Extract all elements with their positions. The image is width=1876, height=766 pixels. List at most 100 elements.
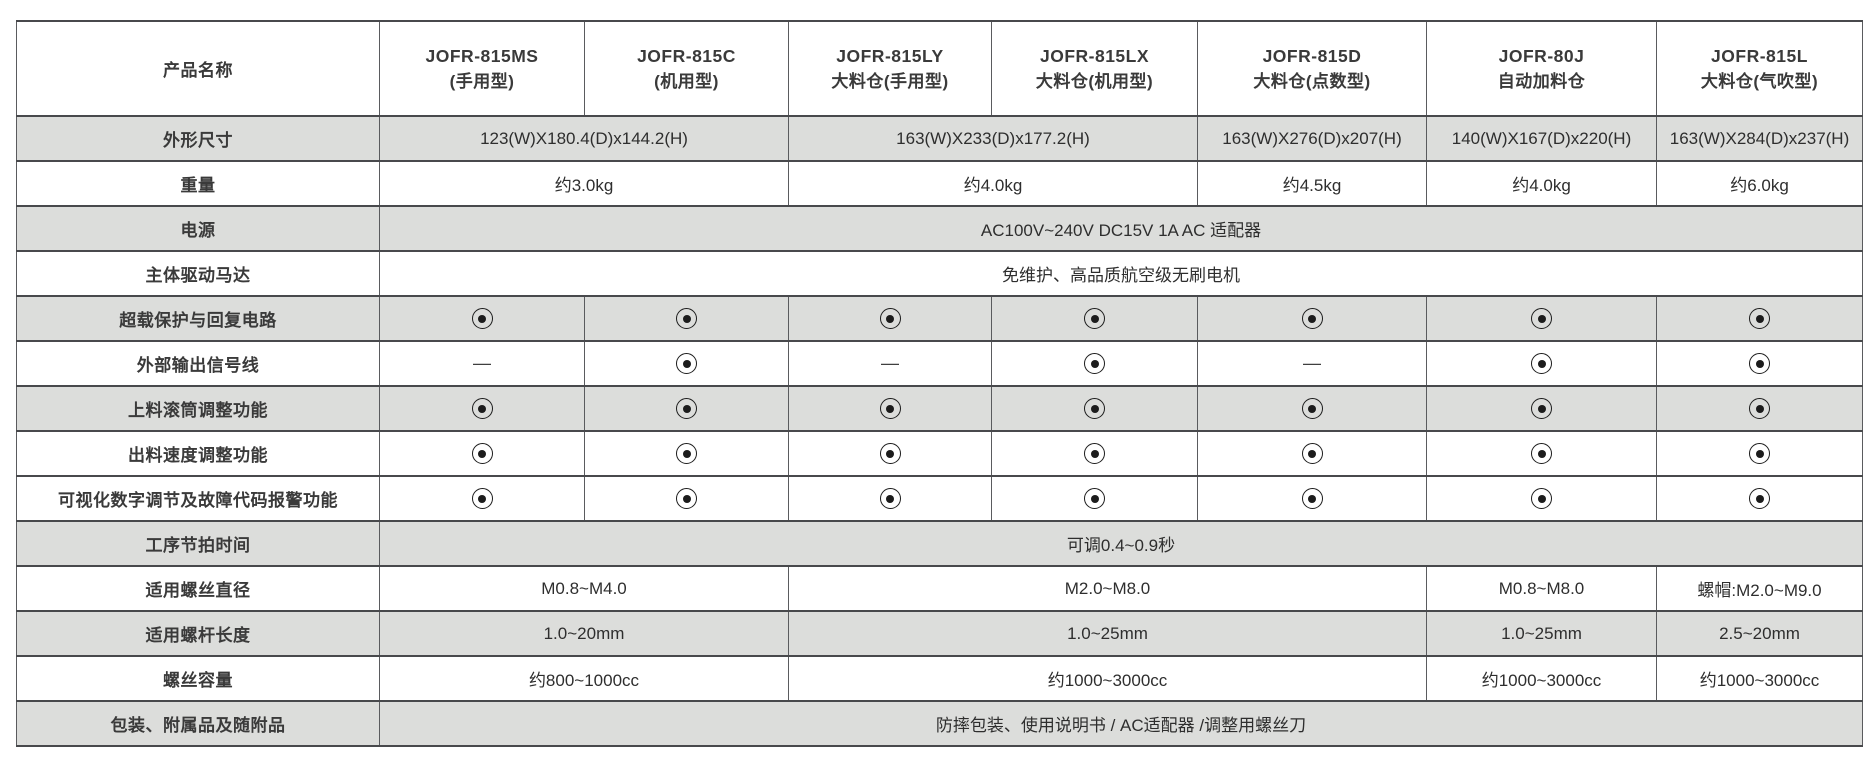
included-bullseye-icon	[471, 443, 493, 464]
spec-cell	[788, 385, 992, 432]
included-bullseye-icon	[676, 398, 697, 419]
column-model-subtitle: (机用型)	[654, 71, 719, 91]
spec-cell: 1.0~20mm	[379, 610, 789, 657]
included-bullseye-icon	[1531, 443, 1552, 464]
spec-cell	[379, 475, 585, 522]
spec-row: 出料速度调整功能	[16, 430, 1863, 477]
column-header-jofr-80j: JOFR-80J 自动加料仓	[1426, 20, 1657, 117]
not-included-dash: —	[379, 340, 585, 387]
included-bullseye-icon	[1749, 353, 1770, 374]
spec-row: 螺丝容量 约800~1000cc 约1000~3000cc 约1000~3000cc 约…	[16, 655, 1863, 702]
included-bullseye-icon	[1084, 488, 1105, 509]
spec-cell: 约1000~3000cc	[1656, 655, 1863, 702]
spec-cell: M0.8~M4.0	[379, 565, 789, 612]
spec-cell: 163(W)X284(D)x237(H)	[1656, 115, 1863, 162]
spec-cell	[584, 340, 789, 387]
spec-cell	[584, 385, 789, 432]
column-header-jofr-815ly: JOFR-815LY 大料仓(手用型)	[788, 20, 992, 117]
spec-row: 适用螺杆长度 1.0~20mm 1.0~25mm 1.0~25mm 2.5~20mm	[16, 610, 1863, 657]
column-header-jofr-815c: JOFR-815C (机用型)	[584, 20, 789, 117]
spec-row: 可视化数字调节及故障代码报警功能	[16, 475, 1863, 522]
row-label: 外部输出信号线	[16, 340, 380, 387]
included-bullseye-icon	[1084, 398, 1105, 419]
spec-cell: 2.5~20mm	[1656, 610, 1863, 657]
row-label: 电源	[16, 205, 380, 252]
included-bullseye-icon	[1301, 443, 1323, 464]
column-model-name: JOFR-815C	[637, 45, 736, 66]
spec-cell	[788, 295, 992, 342]
row-label: 上料滚筒调整功能	[16, 385, 380, 432]
column-model-name: JOFR-815D	[1262, 45, 1362, 66]
spec-table: 产品名称 JOFR-815MS (手用型) JOFR-815C (机用型) JOFR-8…	[16, 20, 1863, 747]
included-bullseye-icon	[471, 488, 493, 509]
column-header-jofr-815ms: JOFR-815MS (手用型)	[379, 20, 585, 117]
row-label: 外形尺寸	[16, 115, 380, 162]
spec-cell: 约4.0kg	[1426, 160, 1657, 207]
column-model-name: JOFR-80J	[1498, 45, 1585, 66]
spec-cell: 约1000~3000cc	[1426, 655, 1657, 702]
column-model-subtitle: (手用型)	[449, 71, 515, 91]
spec-cell	[1426, 340, 1657, 387]
included-bullseye-icon	[1531, 353, 1552, 374]
spec-cell: AC100V~240V DC15V 1A AC 适配器	[379, 205, 1863, 252]
column-model-name: JOFR-815LY	[836, 45, 944, 66]
column-model-name: JOFR-815MS	[425, 45, 539, 66]
included-bullseye-icon	[1531, 488, 1552, 509]
spec-cell	[1656, 340, 1863, 387]
included-bullseye-icon	[1531, 398, 1552, 419]
row-label: 主体驱动马达	[16, 250, 380, 297]
row-label: 工序节拍时间	[16, 520, 380, 567]
spec-cell: 1.0~25mm	[1426, 610, 1657, 657]
spec-cell: 防摔包装、使用说明书 / AC适配器 /调整用螺丝刀	[379, 700, 1863, 747]
spec-cell: 约3.0kg	[379, 160, 789, 207]
corner-label-product-name: 产品名称	[16, 20, 380, 117]
spec-cell: M0.8~M8.0	[1426, 565, 1657, 612]
spec-cell: 1.0~25mm	[788, 610, 1427, 657]
spec-row: 电源 AC100V~240V DC15V 1A AC 适配器	[16, 205, 1863, 252]
included-bullseye-icon	[1749, 398, 1770, 419]
spec-cell: 140(W)X167(D)x220(H)	[1426, 115, 1657, 162]
column-model-subtitle: 大料仓(机用型)	[1035, 71, 1154, 91]
included-bullseye-icon	[879, 398, 901, 419]
included-bullseye-icon	[471, 308, 493, 329]
spec-cell	[1426, 430, 1657, 477]
column-header-jofr-815lx: JOFR-815LX 大料仓(机用型)	[991, 20, 1198, 117]
spec-row: 主体驱动马达 免维护、高品质航空级无刷电机	[16, 250, 1863, 297]
spec-row: 超载保护与回复电路	[16, 295, 1863, 342]
spec-cell	[1656, 295, 1863, 342]
included-bullseye-icon	[1531, 308, 1552, 329]
spec-cell: 163(W)X233(D)x177.2(H)	[788, 115, 1198, 162]
included-bullseye-icon	[676, 488, 697, 509]
column-model-name: JOFR-815LX	[1039, 45, 1150, 66]
included-bullseye-icon	[676, 353, 697, 374]
product-spec-sheet: 产品名称 JOFR-815MS (手用型) JOFR-815C (机用型) JOFR-8…	[16, 20, 1863, 747]
spec-cell	[991, 475, 1198, 522]
row-label: 适用螺杆长度	[16, 610, 380, 657]
spec-cell: 约1000~3000cc	[788, 655, 1427, 702]
row-label: 螺丝容量	[16, 655, 380, 702]
spec-cell	[1426, 295, 1657, 342]
spec-cell: 163(W)X276(D)x207(H)	[1197, 115, 1427, 162]
spec-cell	[788, 475, 992, 522]
not-included-dash: —	[788, 340, 992, 387]
spec-row: 重量 约3.0kg 约4.0kg 约4.5kg 约4.0kg 约6.0kg	[16, 160, 1863, 207]
spec-row: 上料滚筒调整功能	[16, 385, 1863, 432]
spec-row: 外形尺寸 123(W)X180.4(D)x144.2(H) 163(W)X233(D…	[16, 115, 1863, 162]
row-label: 重量	[16, 160, 380, 207]
spec-cell: 可调0.4~0.9秒	[379, 520, 1863, 567]
spec-cell	[1656, 430, 1863, 477]
included-bullseye-icon	[1084, 443, 1105, 464]
included-bullseye-icon	[879, 308, 901, 329]
spec-cell	[584, 430, 789, 477]
included-bullseye-icon	[1084, 353, 1105, 374]
spec-cell	[379, 385, 585, 432]
spec-cell	[584, 475, 789, 522]
header-row: 产品名称 JOFR-815MS (手用型) JOFR-815C (机用型) JOFR-8…	[16, 20, 1863, 117]
row-label: 超载保护与回复电路	[16, 295, 380, 342]
spec-cell	[1656, 385, 1863, 432]
row-label: 出料速度调整功能	[16, 430, 380, 477]
included-bullseye-icon	[879, 443, 901, 464]
spec-cell	[379, 295, 585, 342]
column-model-subtitle: 大料仓(手用型)	[831, 71, 949, 91]
spec-cell	[991, 340, 1198, 387]
